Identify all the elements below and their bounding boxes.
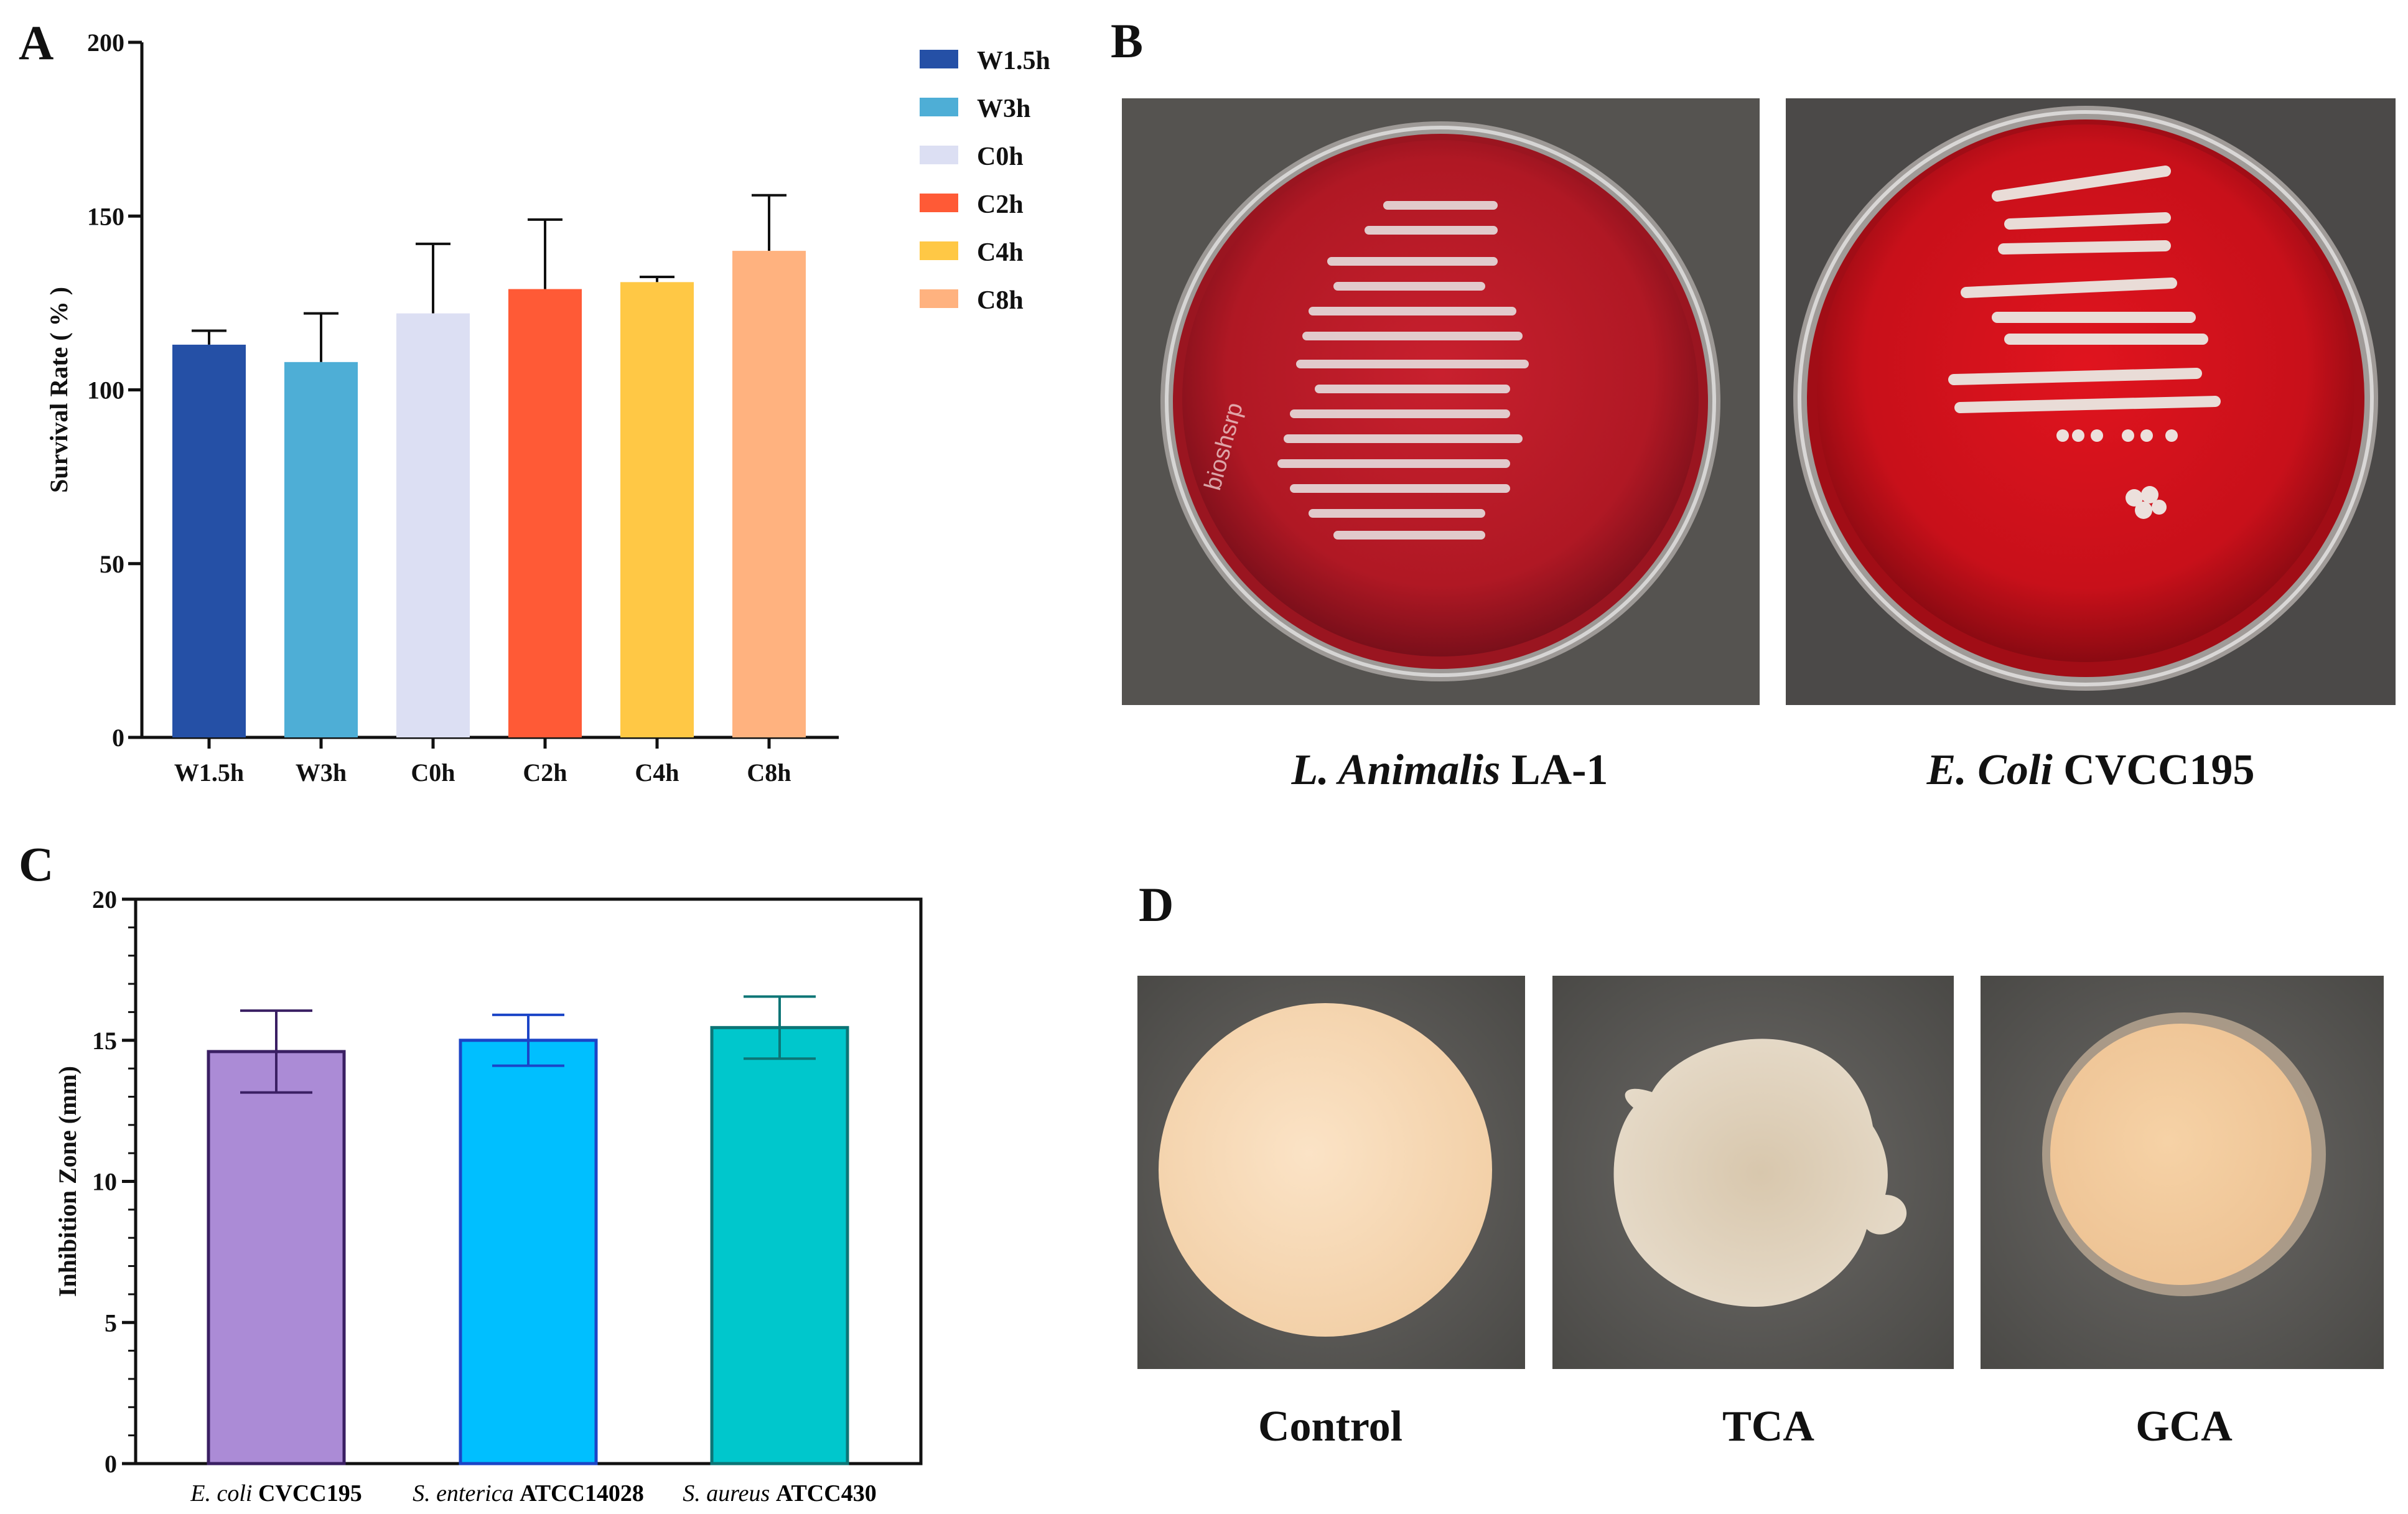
x-tick-label-a: C4h — [635, 759, 679, 787]
panel-label-b: B — [1111, 14, 1143, 68]
x-tick-label-c: E. coli CVCC195 — [190, 1480, 362, 1507]
legend-swatch-a — [920, 241, 958, 260]
legend-swatch-a — [920, 50, 958, 68]
x-tick-label-a: C8h — [747, 759, 791, 787]
photo-disc-control — [1137, 976, 1525, 1369]
legend-label-a: C8h — [977, 286, 1024, 315]
x-tick-label-c: S. aureus ATCC430 — [683, 1480, 876, 1507]
x-tick-label-a: C0h — [411, 759, 455, 787]
bar-a — [508, 289, 582, 737]
panel-label-c: C — [19, 837, 54, 891]
panel-label-a: A — [19, 16, 54, 70]
x-tick-label-a: W3h — [296, 759, 347, 787]
caption-b-ecoli: E. Coli CVCC195 — [1926, 746, 2255, 794]
bar-a — [172, 344, 246, 737]
y-tick-label-c: 10 — [92, 1168, 117, 1196]
caption-b-la1: L. Animalis LA-1 — [1291, 746, 1608, 794]
bar-c — [207, 1050, 346, 1465]
caption-d-tca: TCA — [1722, 1403, 1814, 1451]
x-tick-label-c: S. enterica ATCC14028 — [413, 1480, 644, 1507]
y-axis-title-a: Survival Rate ( % ) — [45, 287, 73, 493]
legend-label-a: C2h — [977, 190, 1024, 219]
chart-c: 0 5 10 15 20 Inhibition Zone (mm) E. coli CVCC… — [54, 886, 923, 1507]
bar-a — [732, 251, 806, 738]
bar-a — [620, 282, 694, 737]
bar-c — [459, 1039, 598, 1465]
photo-plate-la1: bioshsrp — [1122, 98, 1760, 705]
legend-label-a: W3h — [977, 95, 1030, 123]
x-tick-label-a: C2h — [523, 759, 567, 787]
y-tick-label-c: 20 — [92, 886, 117, 914]
y-tick-label-c: 0 — [105, 1450, 117, 1478]
bar-a — [284, 362, 358, 737]
legend-swatch-a — [920, 194, 958, 212]
photo-plate-ecoli — [1786, 98, 2396, 705]
bar-c — [710, 1026, 849, 1465]
legend-label-a: C0h — [977, 143, 1024, 171]
legend-label-a: W1.5h — [977, 47, 1050, 75]
legend-label-a: C4h — [977, 238, 1024, 267]
chart-a: 0 50 100 150 200 Survival Rate ( % ) W1.5h W3h C… — [45, 29, 1050, 787]
photo-disc-gca — [1981, 976, 2384, 1369]
panel-label-d: D — [1139, 877, 1174, 932]
y-tick-label-a: 200 — [87, 29, 124, 57]
caption-d-gca: GCA — [2135, 1403, 2233, 1451]
legend-swatch-a — [920, 98, 958, 116]
y-tick-label-c: 5 — [105, 1309, 117, 1337]
legend-swatch-a — [920, 289, 958, 308]
x-tick-label-a: W1.5h — [174, 759, 244, 787]
caption-d-control: Control — [1258, 1403, 1402, 1451]
y-tick-label-a: 0 — [112, 724, 124, 752]
bar-a — [396, 313, 470, 737]
y-tick-label-a: 100 — [87, 376, 124, 404]
y-tick-label-c: 15 — [92, 1027, 117, 1055]
y-axis-title-c: Inhibition Zone (mm) — [54, 1066, 82, 1297]
y-tick-label-a: 150 — [87, 202, 124, 230]
legend-swatch-a — [920, 146, 958, 164]
y-tick-label-a: 50 — [100, 550, 124, 578]
photo-disc-tca — [1552, 976, 1954, 1369]
